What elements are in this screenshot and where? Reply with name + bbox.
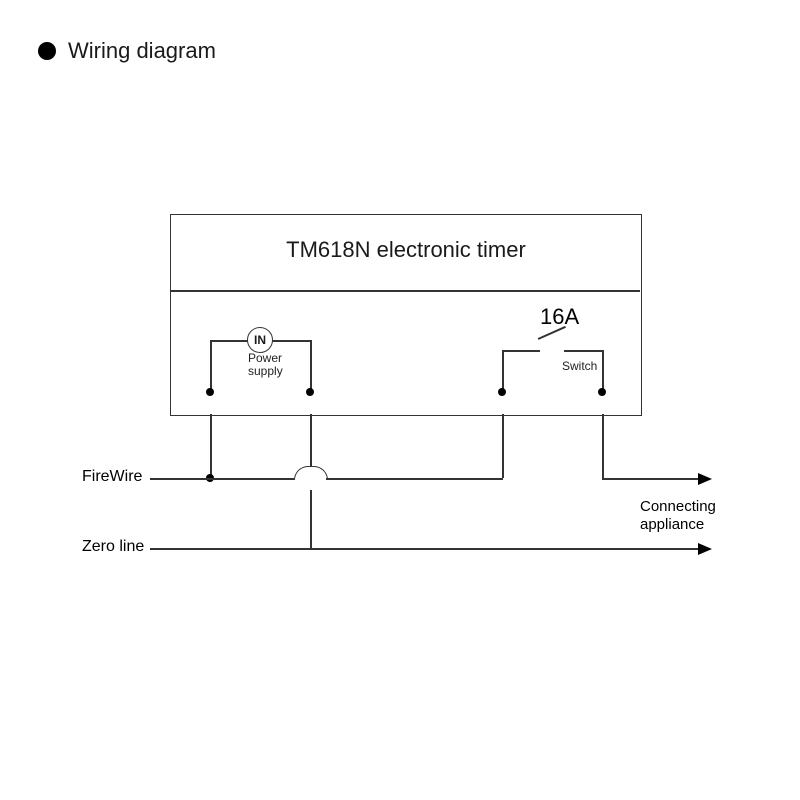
in-left-terminal-icon (206, 388, 214, 396)
firewire-line-left (150, 478, 294, 480)
switch-top-right (564, 350, 604, 352)
in-left-riser (210, 340, 212, 392)
switch-top-left (502, 350, 540, 352)
in-top-right (272, 340, 312, 342)
device-name-label: TM618N electronic timer (171, 215, 641, 263)
switch-rating-label: 16A (540, 304, 579, 330)
zeroline-label: Zero line (82, 538, 144, 556)
drop-in-right-upper (310, 414, 312, 466)
header-bullet-icon (38, 42, 56, 60)
output-bottom-arrow-icon (698, 543, 712, 555)
output-top-arrow-icon (698, 473, 712, 485)
drop-switch-left (502, 414, 504, 478)
output-top-line (602, 478, 700, 480)
in-circle-icon: IN (247, 327, 273, 353)
switch-left-riser (502, 350, 504, 392)
drop-in-right-lower (310, 490, 312, 548)
page-title: Wiring diagram (68, 38, 216, 64)
zeroline-line (150, 548, 700, 550)
device-divider (170, 290, 640, 292)
switch-left-terminal-icon (498, 388, 506, 396)
connecting-appliance-label: Connecting appliance (640, 498, 750, 534)
drop-switch-right (602, 414, 604, 478)
in-right-terminal-icon (306, 388, 314, 396)
switch-label: Switch (562, 360, 606, 373)
firewire-label: FireWire (82, 468, 142, 486)
power-supply-label: Power supply (248, 352, 298, 378)
in-right-riser (310, 340, 312, 392)
in-top-left (210, 340, 248, 342)
drop-in-left (210, 414, 212, 478)
switch-right-terminal-icon (598, 388, 606, 396)
crossover-arc-icon (294, 466, 328, 480)
firewire-line-mid (326, 478, 503, 480)
wiring-diagram-canvas: Wiring diagram TM618N electronic timer I… (0, 0, 800, 800)
